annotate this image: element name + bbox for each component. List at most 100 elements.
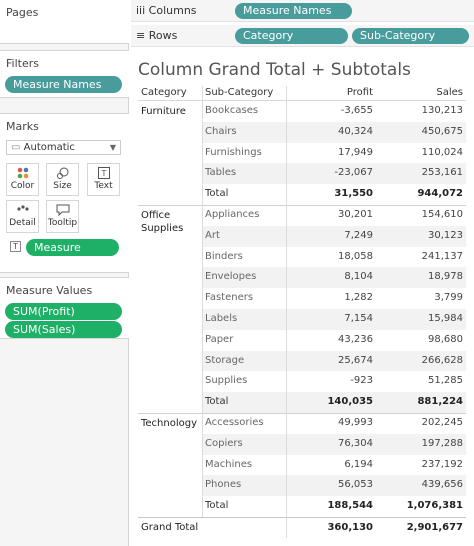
profit-cell[interactable]: 43,236 xyxy=(338,333,373,345)
filter-pill-measure-names[interactable]: Measure Names xyxy=(5,76,122,93)
sub-category-cell[interactable]: Furnishings xyxy=(205,146,262,158)
profit-cell[interactable]: 49,993 xyxy=(338,416,373,428)
sales-cell[interactable]: 253,161 xyxy=(421,167,463,179)
profit-cell[interactable]: 31,550 xyxy=(334,188,373,200)
sum-sales-pill[interactable]: SUM(Sales) xyxy=(5,321,122,338)
filters-card[interactable]: Filters Measure Names xyxy=(0,50,129,98)
profit-cell[interactable]: 7,249 xyxy=(344,229,373,241)
size-icon xyxy=(47,164,78,181)
grand-total-sales[interactable]: 2,901,677 xyxy=(406,521,463,533)
sub-category-cell[interactable]: Envelopes xyxy=(205,271,257,283)
profit-cell[interactable]: 7,154 xyxy=(344,312,373,324)
detail-button[interactable]: Detail xyxy=(6,200,39,233)
category-cell[interactable]: Furniture xyxy=(141,106,186,117)
sub-category-cell[interactable]: Total xyxy=(205,188,229,200)
sales-cell[interactable]: 30,123 xyxy=(428,229,463,241)
size-button-label: Size xyxy=(53,181,72,191)
rows-shelf-label: ≡ Rows xyxy=(136,29,177,42)
profit-cell[interactable]: 188,544 xyxy=(327,500,373,512)
grand-total-label[interactable]: Grand Total xyxy=(141,521,199,533)
sub-category-cell[interactable]: Supplies xyxy=(205,375,248,387)
sub-category-cell[interactable]: Binders xyxy=(205,250,243,262)
profit-cell[interactable]: -23,067 xyxy=(334,167,373,179)
color-button[interactable]: Color xyxy=(6,163,39,196)
profit-cell[interactable]: 8,104 xyxy=(344,271,373,283)
sub-category-cell[interactable]: Accessories xyxy=(205,416,264,428)
profit-cell[interactable]: 140,035 xyxy=(327,396,373,408)
profit-cell[interactable]: 6,194 xyxy=(344,458,373,470)
sub-category-cell[interactable]: Bookcases xyxy=(205,105,259,116)
profit-cell[interactable]: 56,053 xyxy=(338,479,373,491)
sales-cell[interactable]: 98,680 xyxy=(428,333,463,345)
category-cell[interactable]: Office Supplies xyxy=(141,210,184,234)
profit-cell[interactable]: 18,058 xyxy=(338,250,373,262)
sales-cell[interactable]: 450,675 xyxy=(421,125,463,137)
header-profit[interactable]: Profit xyxy=(346,87,373,98)
profit-cell[interactable]: 76,304 xyxy=(338,437,373,449)
column-divider xyxy=(286,86,287,538)
sub-category-cell[interactable]: Chairs xyxy=(205,125,237,137)
header-category[interactable]: Category xyxy=(141,87,187,98)
sub-category-cell[interactable]: Appliances xyxy=(205,208,260,220)
mark-type-dropdown[interactable]: ▭ Automatic ▼ xyxy=(6,140,121,155)
sales-cell[interactable]: 18,978 xyxy=(428,271,463,283)
table-body: Bookcases -3,655 130,213 Chairs 40,324 450,67… xyxy=(138,101,466,538)
sub-category-cell[interactable]: Total xyxy=(205,396,229,408)
category-cell[interactable]: Technology xyxy=(141,418,198,429)
table-row: Furnishings 17,949 110,024 xyxy=(138,143,466,164)
profit-cell[interactable]: -3,655 xyxy=(340,105,373,116)
sum-profit-pill[interactable]: SUM(Profit) xyxy=(5,303,122,320)
rows-pill-sub-category[interactable]: Sub-Category xyxy=(352,28,469,44)
sales-cell[interactable]: 1,076,381 xyxy=(406,500,463,512)
columns-shelf[interactable]: iii Columns Measure Names xyxy=(131,0,474,22)
sales-cell[interactable]: 237,192 xyxy=(421,458,463,470)
sales-cell[interactable]: 3,799 xyxy=(434,292,463,304)
sub-category-cell[interactable]: Machines xyxy=(205,458,253,470)
sales-cell[interactable]: 944,072 xyxy=(417,188,463,200)
chevron-down-icon: ▼ xyxy=(109,143,116,152)
profit-cell[interactable]: 1,282 xyxy=(344,292,373,304)
grand-total-profit[interactable]: 360,130 xyxy=(327,521,373,533)
sales-cell[interactable]: 15,984 xyxy=(428,312,463,324)
sub-category-cell[interactable]: Copiers xyxy=(205,437,243,449)
table-header: Category Sub-Category Profit Sales xyxy=(138,86,466,101)
sales-cell[interactable]: 110,024 xyxy=(421,146,463,158)
sales-cell[interactable]: 202,245 xyxy=(421,416,463,428)
sub-category-cell[interactable]: Phones xyxy=(205,479,242,491)
rows-shelf[interactable]: ≡ Rows Category Sub-Category xyxy=(131,25,474,47)
profit-cell[interactable]: 30,201 xyxy=(338,208,373,220)
sales-cell[interactable]: 881,224 xyxy=(417,396,463,408)
color-icon xyxy=(7,164,38,181)
sales-cell[interactable]: 130,213 xyxy=(421,105,463,116)
sales-cell[interactable]: 197,288 xyxy=(421,437,463,449)
subtotal-row: Total 188,544 1,076,381 xyxy=(138,496,466,517)
profit-cell[interactable]: -923 xyxy=(350,375,373,387)
tooltip-button[interactable]: Tooltip xyxy=(46,200,79,233)
size-button[interactable]: Size xyxy=(46,163,79,196)
sub-category-cell[interactable]: Tables xyxy=(205,167,237,179)
pages-card[interactable]: Pages xyxy=(0,0,129,44)
header-sub-category[interactable]: Sub-Category xyxy=(205,87,274,98)
sales-cell[interactable]: 439,656 xyxy=(421,479,463,491)
sub-category-cell[interactable]: Art xyxy=(205,229,220,241)
columns-pill-measure-names[interactable]: Measure Names xyxy=(235,3,352,19)
sub-category-cell[interactable]: Paper xyxy=(205,333,234,345)
measure-values-card: Measure Values SUM(Profit) SUM(Sales) xyxy=(0,277,129,339)
sub-category-cell[interactable]: Total xyxy=(205,500,229,512)
rows-pill-category[interactable]: Category xyxy=(235,28,348,44)
sales-cell[interactable]: 51,285 xyxy=(428,375,463,387)
sub-category-cell[interactable]: Fasteners xyxy=(205,292,254,304)
sales-cell[interactable]: 154,610 xyxy=(421,208,463,220)
table-row: Fasteners 1,282 3,799 xyxy=(138,288,466,309)
sub-category-cell[interactable]: Labels xyxy=(205,312,238,324)
profit-cell[interactable]: 25,674 xyxy=(338,354,373,366)
profit-cell[interactable]: 40,324 xyxy=(338,125,373,137)
text-button[interactable]: T Text xyxy=(87,163,120,196)
header-sales[interactable]: Sales xyxy=(436,87,463,98)
measure-values-pill[interactable]: Measure Values xyxy=(26,239,119,271)
profit-cell[interactable]: 17,949 xyxy=(338,146,373,158)
sub-category-cell[interactable]: Storage xyxy=(205,354,245,366)
sales-cell[interactable]: 241,137 xyxy=(421,250,463,262)
sales-cell[interactable]: 266,628 xyxy=(421,354,463,366)
table-row: Art 7,249 30,123 xyxy=(138,225,466,247)
